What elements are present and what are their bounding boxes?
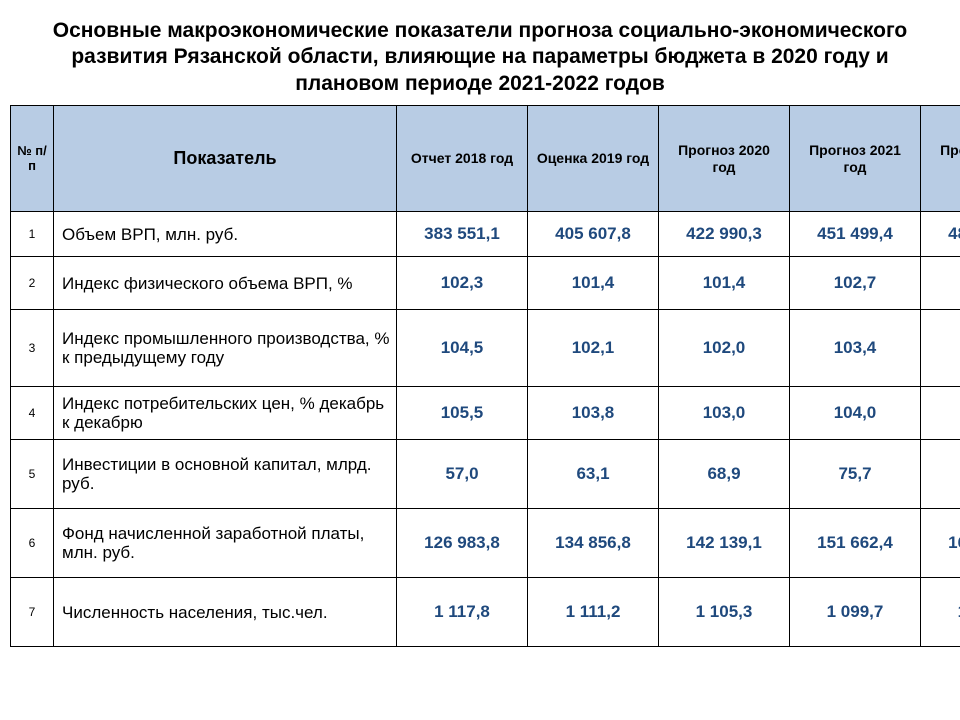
row-value: 142 139,1	[659, 509, 790, 578]
row-value: 75,7	[790, 440, 921, 509]
row-value: 422 990,3	[659, 212, 790, 257]
row-value: 102,0	[659, 310, 790, 387]
table-row: 1Объем ВРП, млн. руб.383 551,1405 607,84…	[11, 212, 960, 257]
row-indicator: Объем ВРП, млн. руб.	[54, 212, 397, 257]
table-row: 5Инвестиции в основной капитал, млрд. ру…	[11, 440, 960, 509]
row-value: 1 105,3	[659, 578, 790, 647]
header-num: № п/п	[11, 105, 54, 212]
row-indicator: Инвестиции в основной капитал, млрд. руб…	[54, 440, 397, 509]
row-value: 162 278,8	[921, 509, 960, 578]
row-value: 104,5	[397, 310, 528, 387]
row-value: 63,1	[528, 440, 659, 509]
row-indicator: Фонд начисленной заработной платы, млн. …	[54, 509, 397, 578]
row-value: 68,9	[659, 440, 790, 509]
row-value: 103,8	[528, 387, 659, 440]
row-number: 6	[11, 509, 54, 578]
page-title: Основные макроэкономические показатели п…	[25, 18, 935, 97]
row-value: 1 111,2	[528, 578, 659, 647]
table-body: 1Объем ВРП, млн. руб.383 551,1405 607,84…	[11, 212, 960, 647]
header-year-2019: Оценка 2019 год	[528, 105, 659, 212]
row-number: 7	[11, 578, 54, 647]
table-row: 2Индекс физического объема ВРП, %102,310…	[11, 257, 960, 310]
row-value: 104,0	[921, 310, 960, 387]
row-number: 1	[11, 212, 54, 257]
row-number: 3	[11, 310, 54, 387]
row-value: 383 551,1	[397, 212, 528, 257]
header-year-2022: Прогноз 2022 год	[921, 105, 960, 212]
row-value: 105,5	[397, 387, 528, 440]
header-year-2021: Прогноз 2021 год	[790, 105, 921, 212]
row-value: 151 662,4	[790, 509, 921, 578]
header-year-2018: Отчет 2018 год	[397, 105, 528, 212]
row-value: 1 117,8	[397, 578, 528, 647]
row-indicator: Индекс потребительских цен, % декабрь к …	[54, 387, 397, 440]
table-row: 6Фонд начисленной заработной платы, млн.…	[11, 509, 960, 578]
row-value: 102,3	[397, 257, 528, 310]
row-value: 134 856,8	[528, 509, 659, 578]
header-year-2020: Прогноз 2020 год	[659, 105, 790, 212]
table-row: 4Индекс потребительских цен, % декабрь к…	[11, 387, 960, 440]
row-indicator: Индекс промышленного производства, % к п…	[54, 310, 397, 387]
row-number: 2	[11, 257, 54, 310]
row-value: 84,3	[921, 440, 960, 509]
row-value: 1 099,7	[790, 578, 921, 647]
row-value: 104,0	[921, 387, 960, 440]
row-value: 103,1	[921, 257, 960, 310]
row-value: 484 085,4	[921, 212, 960, 257]
header-indicator: Показатель	[54, 105, 397, 212]
row-value: 102,1	[528, 310, 659, 387]
indicators-table: № п/п Показатель Отчет 2018 год Оценка 2…	[10, 105, 960, 648]
row-value: 451 499,4	[790, 212, 921, 257]
row-value: 101,4	[659, 257, 790, 310]
row-value: 103,0	[659, 387, 790, 440]
row-value: 405 607,8	[528, 212, 659, 257]
row-indicator: Численность населения, тыс.чел.	[54, 578, 397, 647]
row-number: 4	[11, 387, 54, 440]
page: Основные макроэкономические показатели п…	[0, 0, 960, 647]
table-row: 7Численность населения, тыс.чел.1 117,81…	[11, 578, 960, 647]
row-value: 126 983,8	[397, 509, 528, 578]
row-indicator: Индекс физического объема ВРП, %	[54, 257, 397, 310]
row-value: 101,4	[528, 257, 659, 310]
row-value: 102,7	[790, 257, 921, 310]
row-value: 103,4	[790, 310, 921, 387]
table-header: № п/п Показатель Отчет 2018 год Оценка 2…	[11, 105, 960, 212]
row-value: 104,0	[790, 387, 921, 440]
row-value: 57,0	[397, 440, 528, 509]
row-number: 5	[11, 440, 54, 509]
row-value: 1 094,2	[921, 578, 960, 647]
table-row: 3Индекс промышленного производства, % к …	[11, 310, 960, 387]
